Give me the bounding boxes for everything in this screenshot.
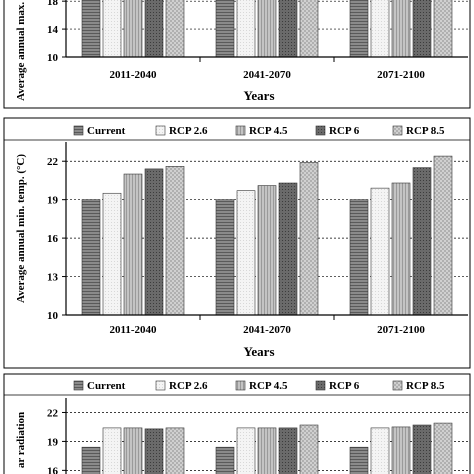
bar-rcp-8-5-2 <box>299 424 319 474</box>
legend-swatch <box>392 380 403 391</box>
x-category-label: 2041-2070 <box>243 69 291 81</box>
bar-rcp-2-6-2 <box>236 0 256 58</box>
x-category-label: 2011-2040 <box>109 324 157 336</box>
bar-rcp-8-5-3 <box>433 155 453 316</box>
legend-swatch <box>155 380 166 391</box>
bar-rcp-6-2 <box>278 182 298 316</box>
legend-swatch <box>315 125 326 136</box>
panel-frame <box>3 373 471 474</box>
bar-rcp-4-5-2 <box>257 185 277 316</box>
legend-swatch <box>392 125 403 136</box>
bar-rcp-6-3 <box>412 167 432 316</box>
y-tick-label: 14 <box>47 24 59 36</box>
bar-current-3 <box>349 446 369 474</box>
y-axis-title: ar radiation <box>15 412 27 468</box>
legend-label: Current <box>87 380 126 392</box>
bar-rcp-6-3 <box>412 424 432 474</box>
bar-rcp-2-6-2 <box>236 190 256 316</box>
y-tick-label: 10 <box>47 310 59 322</box>
legend-label: RCP 4.5 <box>249 125 288 137</box>
y-tick-label: 13 <box>47 272 59 284</box>
x-category-label: 2011-2040 <box>109 69 157 81</box>
legend-swatch <box>235 380 246 391</box>
bar-rcp-6-3 <box>412 0 432 58</box>
bar-rcp-2-6-3 <box>370 0 390 58</box>
bar-rcp-4-5-2 <box>257 0 277 58</box>
y-tick-label: 22 <box>47 407 59 419</box>
bar-rcp-2-6-1 <box>102 0 122 58</box>
bar-current-2 <box>215 0 235 58</box>
legend-label: RCP 4.5 <box>249 380 288 392</box>
bar-rcp-2-6-1 <box>102 192 122 316</box>
legend-swatch <box>235 125 246 136</box>
bar-rcp-2-6-2 <box>236 427 256 474</box>
x-category-label: 2071-2100 <box>377 69 425 81</box>
bar-current-3 <box>349 0 369 58</box>
chart-panel-1: 10 14 18 2011-2040 2041-2070 2071-2100 Years Av… <box>3 0 471 109</box>
bar-current-2 <box>215 446 235 474</box>
legend-label: RCP 2.6 <box>169 125 208 137</box>
y-tick-label: 18 <box>47 0 59 8</box>
bar-rcp-8-5-2 <box>299 0 319 58</box>
bar-rcp-4-5-2 <box>257 427 277 474</box>
bar-rcp-8-5-1 <box>165 0 185 58</box>
legend-swatch <box>315 380 326 391</box>
bar-current-2 <box>215 199 235 316</box>
bar-rcp-4-5-1 <box>123 0 143 58</box>
bar-current-3 <box>349 199 369 316</box>
y-axis-title: Average annual max. temp. (°C) <box>15 0 27 101</box>
bar-current-1 <box>81 0 101 58</box>
x-axis-title: Years <box>243 88 274 103</box>
bar-rcp-2-6-1 <box>102 427 122 474</box>
legend-swatch <box>73 380 84 391</box>
bar-rcp-4-5-3 <box>391 0 411 58</box>
y-tick-label: 10 <box>47 52 59 64</box>
legend-label: RCP 8.5 <box>406 125 445 137</box>
bar-rcp-8-5-3 <box>433 422 453 474</box>
bar-rcp-8-5-1 <box>165 166 185 316</box>
x-axis-title: Years <box>243 344 274 359</box>
y-tick-label: 22 <box>47 156 59 168</box>
bar-rcp-6-2 <box>278 427 298 474</box>
legend-label: RCP 8.5 <box>406 380 445 392</box>
chart-panel-3: 16 19 22 ar radiation Current RCP 2.6 RCP 4.5 R… <box>3 373 471 474</box>
bar-rcp-4-5-1 <box>123 173 143 316</box>
y-axis-title: Average annual min. temp. (°C) <box>15 154 27 303</box>
legend-swatch <box>155 125 166 136</box>
y-tick-label: 16 <box>47 465 59 474</box>
bar-rcp-8-5-1 <box>165 427 185 474</box>
legend-label: RCP 6 <box>329 125 360 137</box>
bar-current-1 <box>81 446 101 474</box>
bar-rcp-6-1 <box>144 0 164 58</box>
legend-label: RCP 2.6 <box>169 380 208 392</box>
bar-current-1 <box>81 199 101 316</box>
bar-rcp-2-6-3 <box>370 427 390 474</box>
y-tick-label: 19 <box>47 195 59 207</box>
y-tick-label: 19 <box>47 436 59 448</box>
panel-frame <box>3 117 471 369</box>
bar-rcp-8-5-2 <box>299 162 319 316</box>
x-category-label: 2041-2070 <box>243 324 291 336</box>
bar-rcp-6-1 <box>144 428 164 474</box>
panel-frame <box>3 0 471 109</box>
bar-rcp-8-5-3 <box>433 0 453 58</box>
bar-rcp-4-5-3 <box>391 426 411 474</box>
x-category-label: 2071-2100 <box>377 324 425 336</box>
bar-rcp-6-1 <box>144 168 164 316</box>
legend-label: Current <box>87 125 126 137</box>
legend-label: RCP 6 <box>329 380 360 392</box>
bar-rcp-2-6-3 <box>370 187 390 316</box>
bar-rcp-4-5-3 <box>391 182 411 316</box>
bar-rcp-4-5-1 <box>123 427 143 474</box>
legend-swatch <box>73 125 84 136</box>
bar-rcp-6-2 <box>278 0 298 58</box>
chart-panel-2: 10 13 16 19 22 2011-2040 2041-2070 2071-2100 Yea… <box>3 117 471 369</box>
y-tick-label: 16 <box>47 233 59 245</box>
